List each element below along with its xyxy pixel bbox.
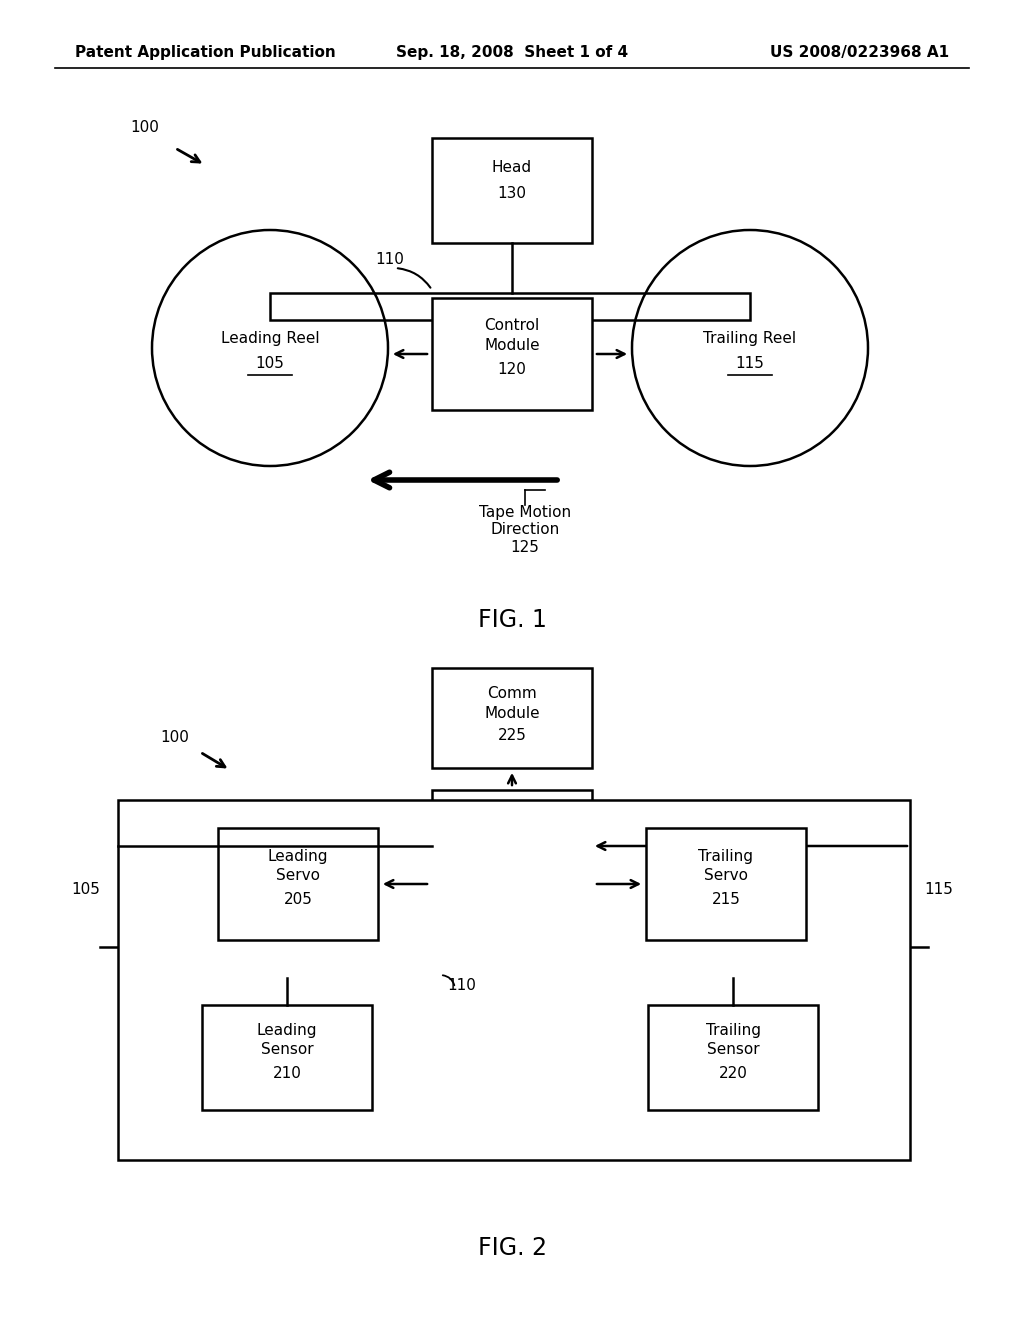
Text: 205: 205 <box>284 892 312 908</box>
Text: Comm: Comm <box>487 685 537 701</box>
Bar <box>388 952 640 978</box>
Bar <box>118 800 910 1160</box>
Bar <box>432 668 592 768</box>
Text: Leading: Leading <box>267 849 329 863</box>
Bar <box>136 952 388 978</box>
Text: 120: 120 <box>498 854 526 870</box>
Text: 105: 105 <box>256 355 285 371</box>
Text: 215: 215 <box>712 892 740 908</box>
Text: 105: 105 <box>71 883 100 898</box>
Text: Servo: Servo <box>705 869 748 883</box>
Text: Patent Application Publication: Patent Application Publication <box>75 45 336 59</box>
Text: Sep. 18, 2008  Sheet 1 of 4: Sep. 18, 2008 Sheet 1 of 4 <box>396 45 628 59</box>
Text: US 2008/0223968 A1: US 2008/0223968 A1 <box>770 45 949 59</box>
Bar <box>218 828 378 940</box>
Bar <box>270 293 750 319</box>
Text: Control: Control <box>484 318 540 334</box>
Text: Module: Module <box>484 338 540 354</box>
Text: 115: 115 <box>924 883 953 898</box>
Text: 225: 225 <box>498 729 526 743</box>
Text: 210: 210 <box>272 1065 301 1081</box>
Bar <box>432 789 592 902</box>
Text: Control: Control <box>484 810 540 825</box>
Bar <box>202 1005 372 1110</box>
Text: Module: Module <box>484 830 540 846</box>
Text: 110: 110 <box>447 978 476 993</box>
Bar <box>432 298 592 411</box>
Bar <box>640 952 892 978</box>
Text: 130: 130 <box>498 186 526 201</box>
Text: Direction: Direction <box>490 521 560 537</box>
Text: 110: 110 <box>375 252 403 268</box>
Text: Head: Head <box>492 161 532 176</box>
Text: 115: 115 <box>735 355 765 371</box>
Bar <box>432 139 592 243</box>
Text: 100: 100 <box>131 120 160 136</box>
Text: 125: 125 <box>511 540 540 554</box>
Text: FIG. 2: FIG. 2 <box>477 1236 547 1261</box>
Text: Trailing: Trailing <box>698 849 754 863</box>
Text: Leading Reel: Leading Reel <box>221 330 319 346</box>
Text: Sensor: Sensor <box>261 1043 313 1057</box>
Text: 100: 100 <box>161 730 189 746</box>
Text: Module: Module <box>484 705 540 721</box>
Text: Servo: Servo <box>276 869 319 883</box>
Text: Trailing: Trailing <box>706 1023 761 1038</box>
Text: Sensor: Sensor <box>707 1043 760 1057</box>
Bar <box>648 1005 818 1110</box>
Text: Trailing Reel: Trailing Reel <box>703 330 797 346</box>
Text: FIG. 1: FIG. 1 <box>477 609 547 632</box>
Text: 220: 220 <box>719 1065 748 1081</box>
Text: 120: 120 <box>498 363 526 378</box>
Text: Leading: Leading <box>257 1023 317 1038</box>
Bar <box>646 828 806 940</box>
Text: Tape Motion: Tape Motion <box>479 506 571 520</box>
